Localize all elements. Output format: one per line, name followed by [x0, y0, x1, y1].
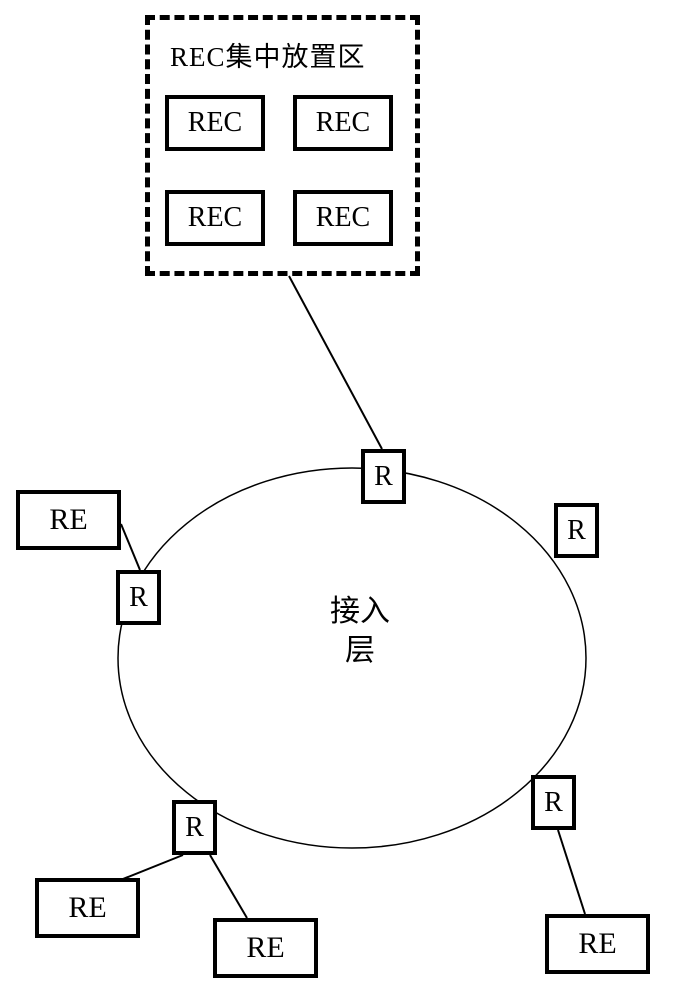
rec-box: REC: [293, 190, 393, 246]
link-line: [121, 524, 140, 570]
link-line: [210, 855, 247, 918]
re-node: RE: [213, 918, 318, 978]
rec-box: REC: [293, 95, 393, 151]
rec-box: REC: [165, 190, 265, 246]
access-layer-label: 接入层: [330, 592, 390, 670]
router-node: R: [361, 449, 406, 504]
re-node: RE: [545, 914, 650, 974]
router-node: R: [531, 775, 576, 830]
link-line: [558, 830, 585, 914]
router-node: R: [116, 570, 161, 625]
link-line: [289, 276, 382, 449]
router-node: R: [172, 800, 217, 855]
router-node: R: [554, 503, 599, 558]
re-node: RE: [35, 878, 140, 938]
rec-box: REC: [165, 95, 265, 151]
re-node: RE: [16, 490, 121, 550]
rec-zone-title: REC集中放置区: [170, 35, 366, 74]
